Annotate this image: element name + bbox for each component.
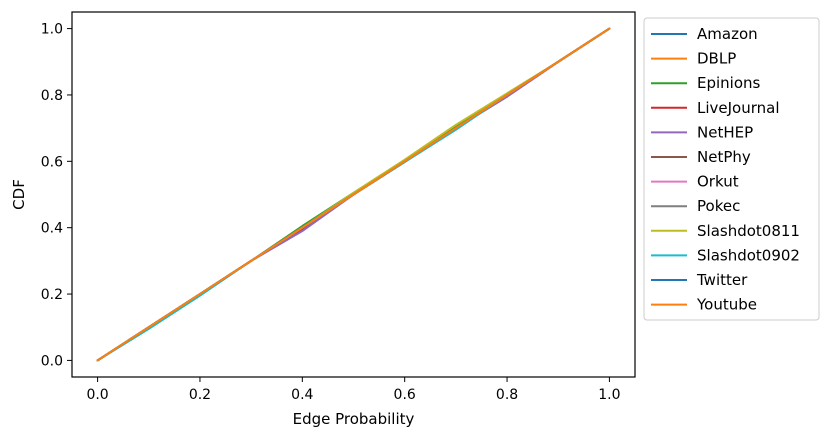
series-layer — [96, 27, 611, 362]
x-tick-label: 0.8 — [496, 387, 518, 403]
legend-label: NetHEP — [697, 123, 753, 141]
y-tick-label: 0.2 — [41, 287, 63, 303]
y-axis: 0.0 0.2 0.4 0.6 0.8 1.0 — [41, 22, 72, 369]
legend-item: Pokec — [651, 197, 740, 215]
series-line-youtube — [96, 27, 611, 362]
y-tick-label: 0.4 — [41, 221, 63, 237]
legend-frame — [643, 17, 820, 321]
legend-label: Orkut — [697, 173, 739, 191]
legend-item: NetPhy — [651, 148, 751, 166]
legend-item: Amazon — [651, 25, 758, 43]
legend-label: Amazon — [697, 25, 758, 43]
legend-label: LiveJournal — [697, 99, 780, 117]
legend-items: Amazon DBLP Epinions LiveJournal NetHEP NetPh… — [651, 25, 800, 314]
legend-item: LiveJournal — [651, 99, 780, 117]
legend-item: Orkut — [651, 173, 739, 191]
x-tick-label: 0.0 — [86, 387, 108, 403]
legend-label: DBLP — [697, 50, 736, 68]
legend-item: Slashdot0902 — [651, 246, 800, 264]
y-tick-label: 1.0 — [41, 22, 63, 38]
legend-label: Youtube — [696, 296, 757, 314]
legend-item: Youtube — [651, 296, 757, 314]
legend-item: Twitter — [651, 271, 748, 289]
legend-label: Slashdot0811 — [697, 222, 800, 240]
legend-item: DBLP — [651, 50, 736, 68]
legend-label: Slashdot0902 — [697, 246, 800, 264]
y-tick-label: 0.0 — [41, 353, 63, 369]
y-axis-label: CDF — [10, 179, 28, 210]
y-tick-label: 0.8 — [41, 88, 63, 104]
x-tick-label: 0.4 — [291, 387, 313, 403]
legend-item: Slashdot0811 — [651, 222, 800, 240]
legend-item: Epinions — [651, 74, 761, 92]
legend-label: Twitter — [696, 271, 748, 289]
x-tick-label: 0.6 — [394, 387, 416, 403]
x-axis-label: Edge Probability — [293, 410, 415, 428]
y-tick-label: 0.6 — [41, 154, 63, 170]
x-tick-label: 0.2 — [189, 387, 211, 403]
plot-frame — [71, 11, 636, 378]
legend-label: Epinions — [697, 74, 761, 92]
legend-label: NetPhy — [697, 148, 751, 166]
x-tick-label: 1.0 — [598, 387, 620, 403]
legend: Amazon DBLP Epinions LiveJournal NetHEP NetPh… — [643, 17, 820, 321]
legend-item: NetHEP — [651, 123, 753, 141]
x-axis: 0.0 0.2 0.4 0.6 0.8 1.0 — [86, 377, 621, 403]
legend-label: Pokec — [697, 197, 740, 215]
